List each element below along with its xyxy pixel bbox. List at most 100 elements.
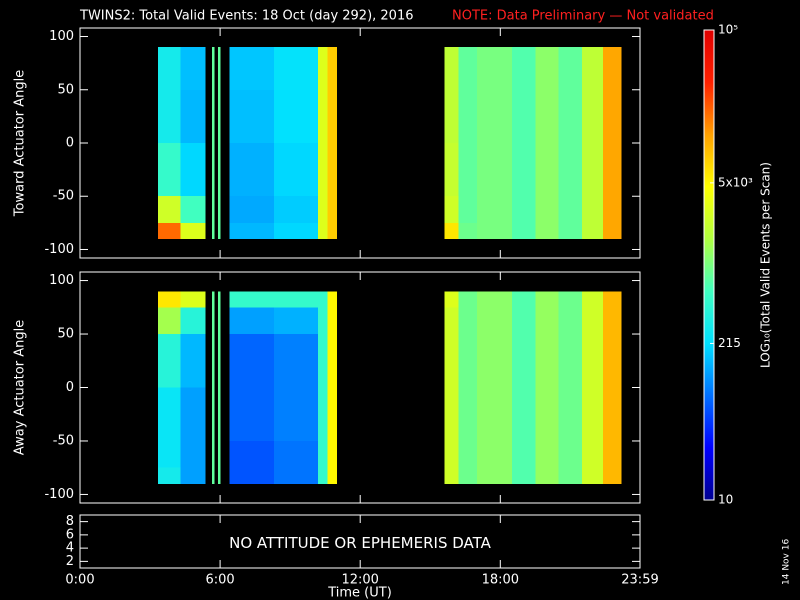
heatmap-cell xyxy=(458,89,477,143)
heatmap-cell xyxy=(218,291,221,308)
heatmap-cell xyxy=(458,291,477,308)
heatmap-cell xyxy=(327,196,337,223)
heatmap-cell xyxy=(273,47,319,64)
heatmap-cell xyxy=(229,63,274,90)
note: NOTE: Data Preliminary — Not validated xyxy=(452,9,714,24)
heatmap-cell xyxy=(476,334,512,388)
heatmap-cell xyxy=(603,291,622,308)
heatmap-cell xyxy=(603,143,622,197)
heatmap-cell xyxy=(218,89,221,143)
heatmap-cell xyxy=(476,467,512,484)
heatmap-cell xyxy=(444,307,459,335)
heatmap-cell xyxy=(535,89,559,143)
heatmap-cell xyxy=(535,440,559,468)
heatmap-cell xyxy=(558,89,583,143)
colorbar xyxy=(704,30,714,500)
heatmap-cell xyxy=(218,307,221,335)
heatmap-cell xyxy=(582,196,604,223)
heatmap-cell xyxy=(158,63,181,90)
chart-title: TWINS2: Total Valid Events: 18 Oct (day … xyxy=(79,9,414,24)
y-tick-label: 4 xyxy=(66,541,74,556)
heatmap-cell xyxy=(476,89,512,143)
heatmap-cell xyxy=(582,89,604,143)
colorbar-tick-label: 10 xyxy=(718,493,733,507)
heatmap-cell xyxy=(180,63,206,90)
heatmap-cell xyxy=(180,89,206,143)
heatmap-cell xyxy=(180,291,206,308)
y-tick-label: 2 xyxy=(66,554,74,569)
heatmap-cell xyxy=(535,222,559,239)
heatmap-cell xyxy=(273,467,319,484)
heatmap-cell xyxy=(535,63,559,90)
heatmap-cell xyxy=(229,291,274,308)
heatmap-cell xyxy=(444,467,459,484)
heatmap-cell xyxy=(273,307,319,335)
heatmap-cell xyxy=(158,387,181,441)
heatmap-cell xyxy=(318,196,328,223)
heatmap-cell xyxy=(211,143,215,197)
heatmap-cell xyxy=(218,196,221,223)
heatmap-cell xyxy=(535,143,559,197)
heatmap-cell xyxy=(318,291,328,308)
heatmap-cell xyxy=(229,143,274,197)
heatmap-cell xyxy=(229,89,274,143)
y-tick-label: 8 xyxy=(66,514,74,529)
heatmap-cell xyxy=(535,467,559,484)
y-tick-label: -50 xyxy=(53,189,74,204)
heatmap-cell xyxy=(444,222,459,239)
heatmap-cell xyxy=(318,440,328,468)
heatmap-cell xyxy=(218,63,221,90)
heatmap-cell xyxy=(273,143,319,197)
heatmap-cell xyxy=(458,143,477,197)
heatmap-cell xyxy=(603,47,622,64)
heatmap-cell xyxy=(158,89,181,143)
x-tick-label: 18:00 xyxy=(482,573,519,588)
heatmap-cell xyxy=(158,222,181,239)
heatmap-cell xyxy=(582,63,604,90)
heatmap-cell xyxy=(318,307,328,335)
heatmap-cell xyxy=(211,334,215,388)
heatmap-cell xyxy=(603,196,622,223)
heatmap-cell xyxy=(603,440,622,468)
heatmap-cell xyxy=(603,334,622,388)
heatmap-cell xyxy=(582,47,604,64)
heatmap-cell xyxy=(458,440,477,468)
y-tick-label: 100 xyxy=(49,273,74,288)
colorbar-frame xyxy=(703,29,715,501)
heatmap-cell xyxy=(476,307,512,335)
heatmap-cell xyxy=(476,387,512,441)
heatmap-cell xyxy=(218,222,221,239)
colorbar-tick-label: 10⁵ xyxy=(718,23,738,37)
heatmap-cell xyxy=(211,63,215,90)
heatmap-cell xyxy=(511,89,536,143)
annotation: NO ATTITUDE OR EPHEMERIS DATA xyxy=(229,534,492,552)
heatmap-cell xyxy=(211,222,215,239)
heatmap-cell xyxy=(273,387,319,441)
heatmap-cell xyxy=(582,387,604,441)
heatmap-cell xyxy=(180,334,206,388)
colorbar-label: LOG₁₀(Total Valid Events per Scan) xyxy=(759,162,773,368)
heatmap-cell xyxy=(180,222,206,239)
heatmap-cell xyxy=(327,307,337,335)
heatmap-cell xyxy=(273,222,319,239)
heatmap-cell xyxy=(511,47,536,64)
heatmap-cell xyxy=(511,334,536,388)
heatmap-cell xyxy=(558,196,583,223)
heatmap-cell xyxy=(211,47,215,64)
heatmap-cell xyxy=(327,334,337,388)
heatmap-cell xyxy=(158,47,181,64)
y-tick-label: 50 xyxy=(57,82,74,97)
heatmap-cell xyxy=(229,222,274,239)
heatmap-cell xyxy=(476,440,512,468)
heatmap-cell xyxy=(444,63,459,90)
heatmap-cell xyxy=(535,196,559,223)
heatmap-cell xyxy=(444,89,459,143)
heatmap-cell xyxy=(180,440,206,468)
heatmap-cell xyxy=(558,440,583,468)
heatmap-cell xyxy=(211,89,215,143)
heatmap-cell xyxy=(327,63,337,90)
heatmap-cell xyxy=(318,47,328,64)
date-stamp: 14 Nov 16 xyxy=(782,539,792,585)
heatmap-cell xyxy=(327,222,337,239)
heatmap-cell xyxy=(218,467,221,484)
